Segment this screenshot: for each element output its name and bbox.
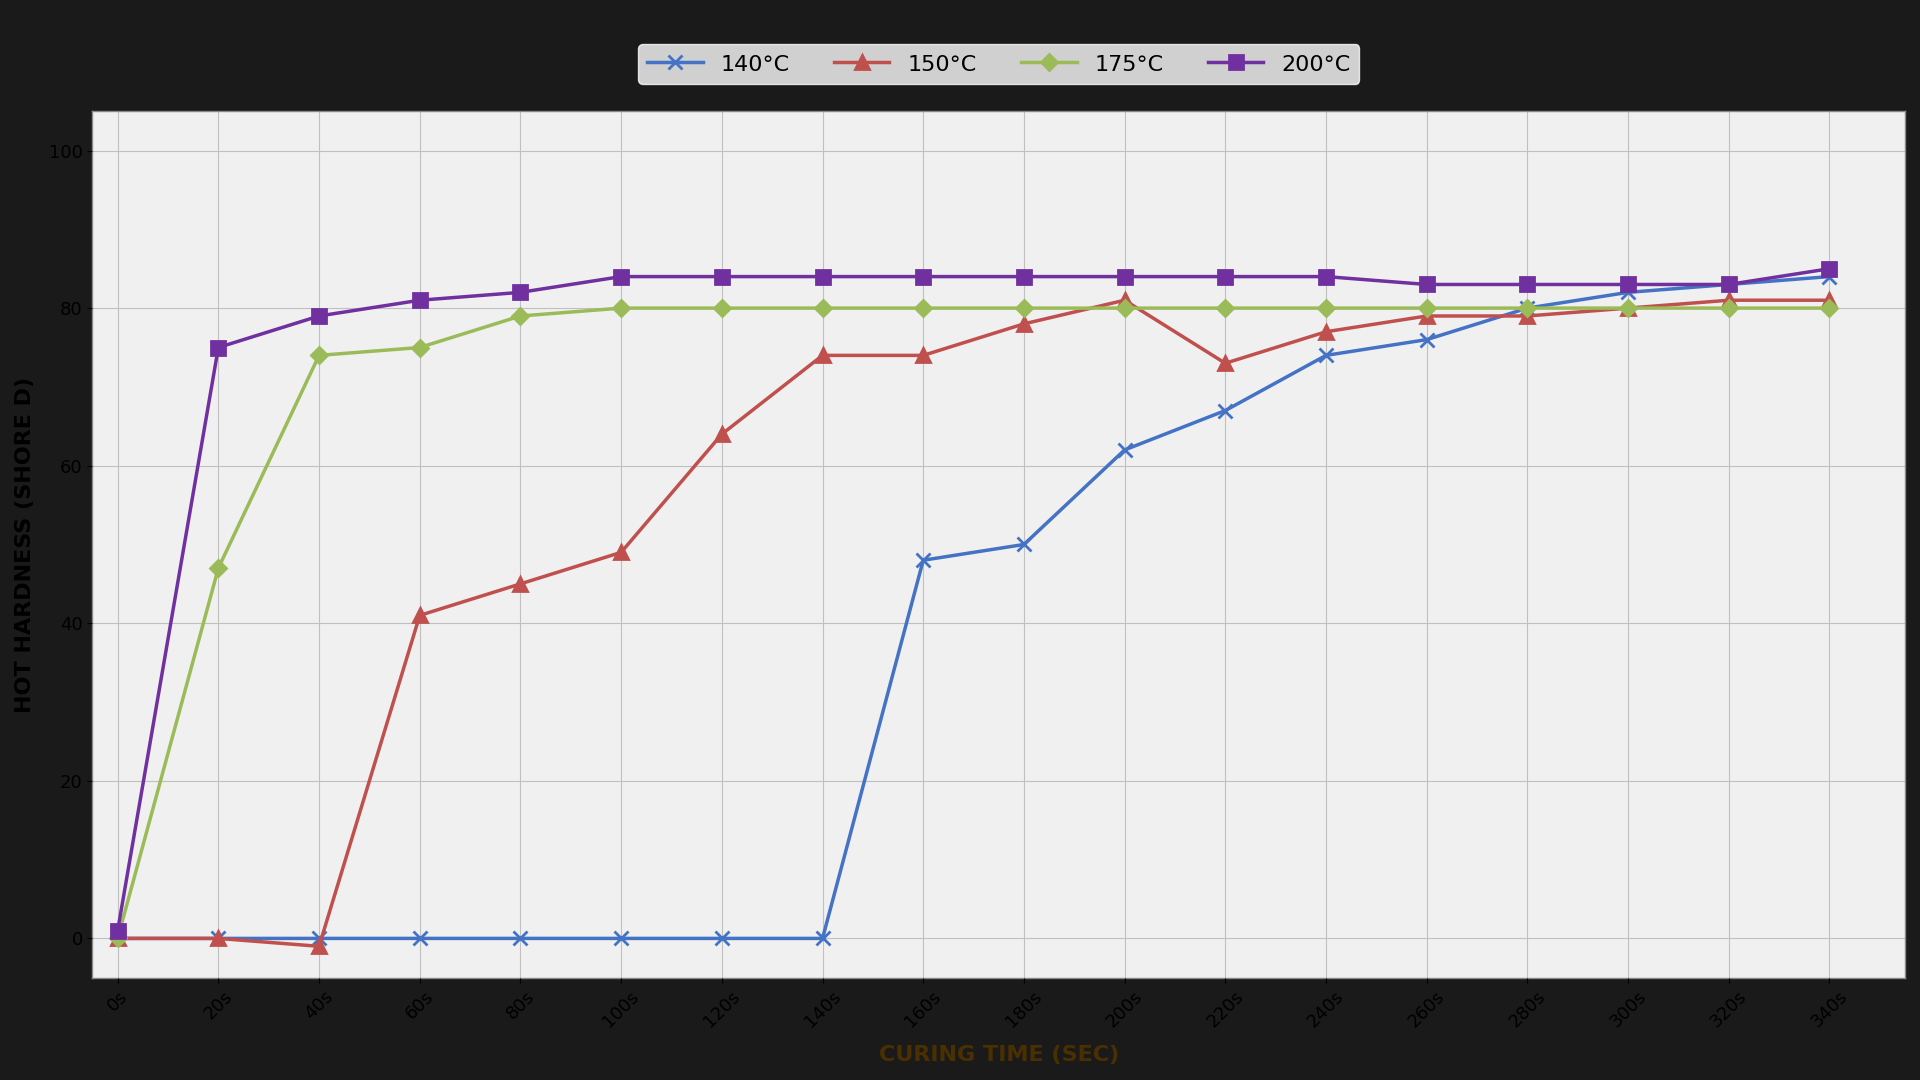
- 175°C: [106, 932, 129, 945]
- 140°C: [1315, 349, 1338, 362]
- 175°C: [509, 310, 532, 323]
- 150°C: [1213, 356, 1236, 369]
- 140°C: [1617, 286, 1640, 299]
- Line: 175°C: 175°C: [111, 302, 1836, 944]
- 140°C: [1012, 538, 1035, 551]
- Line: 200°C: 200°C: [111, 261, 1836, 937]
- 150°C: [1315, 325, 1338, 338]
- 200°C: [710, 270, 733, 283]
- 150°C: [409, 609, 432, 622]
- 140°C: [1716, 278, 1740, 291]
- 200°C: [1716, 278, 1740, 291]
- 200°C: [1617, 278, 1640, 291]
- 150°C: [611, 545, 634, 558]
- 200°C: [409, 294, 432, 307]
- 175°C: [912, 301, 935, 314]
- 150°C: [1517, 310, 1540, 323]
- 150°C: [307, 940, 330, 953]
- 140°C: [509, 932, 532, 945]
- 175°C: [409, 341, 432, 354]
- Legend: 140°C, 150°C, 175°C, 200°C: 140°C, 150°C, 175°C, 200°C: [637, 44, 1359, 83]
- 150°C: [810, 349, 833, 362]
- 140°C: [409, 932, 432, 945]
- 140°C: [912, 554, 935, 567]
- Y-axis label: HOT HARDNESS (SHORE D): HOT HARDNESS (SHORE D): [15, 377, 35, 713]
- 175°C: [1415, 301, 1438, 314]
- 200°C: [106, 924, 129, 937]
- 140°C: [207, 932, 230, 945]
- Line: 140°C: 140°C: [111, 270, 1836, 945]
- 200°C: [912, 270, 935, 283]
- 140°C: [1213, 404, 1236, 417]
- 150°C: [1716, 294, 1740, 307]
- 200°C: [1213, 270, 1236, 283]
- 175°C: [1716, 301, 1740, 314]
- 150°C: [509, 578, 532, 591]
- 175°C: [1315, 301, 1338, 314]
- 140°C: [1415, 333, 1438, 346]
- 200°C: [1315, 270, 1338, 283]
- 150°C: [710, 428, 733, 441]
- 200°C: [1012, 270, 1035, 283]
- 150°C: [912, 349, 935, 362]
- 175°C: [1213, 301, 1236, 314]
- 175°C: [810, 301, 833, 314]
- 200°C: [1818, 262, 1841, 275]
- 200°C: [611, 270, 634, 283]
- 175°C: [1617, 301, 1640, 314]
- 140°C: [106, 932, 129, 945]
- 140°C: [1517, 301, 1540, 314]
- 150°C: [1818, 294, 1841, 307]
- 150°C: [106, 932, 129, 945]
- X-axis label: CURING TIME (SEC): CURING TIME (SEC): [879, 1045, 1119, 1065]
- 150°C: [1012, 318, 1035, 330]
- 150°C: [1114, 294, 1137, 307]
- 200°C: [810, 270, 833, 283]
- 175°C: [207, 562, 230, 575]
- 140°C: [611, 932, 634, 945]
- 200°C: [1415, 278, 1438, 291]
- 150°C: [1415, 310, 1438, 323]
- 140°C: [1114, 444, 1137, 457]
- 200°C: [1114, 270, 1137, 283]
- 175°C: [710, 301, 733, 314]
- 175°C: [1517, 301, 1540, 314]
- 200°C: [307, 310, 330, 323]
- 150°C: [207, 932, 230, 945]
- 200°C: [207, 341, 230, 354]
- 150°C: [1617, 301, 1640, 314]
- 175°C: [611, 301, 634, 314]
- 140°C: [810, 932, 833, 945]
- 140°C: [307, 932, 330, 945]
- 200°C: [509, 286, 532, 299]
- 140°C: [1818, 270, 1841, 283]
- 200°C: [1517, 278, 1540, 291]
- Line: 150°C: 150°C: [111, 294, 1836, 954]
- 140°C: [710, 932, 733, 945]
- 175°C: [1818, 301, 1841, 314]
- 175°C: [1114, 301, 1137, 314]
- 175°C: [1012, 301, 1035, 314]
- 175°C: [307, 349, 330, 362]
